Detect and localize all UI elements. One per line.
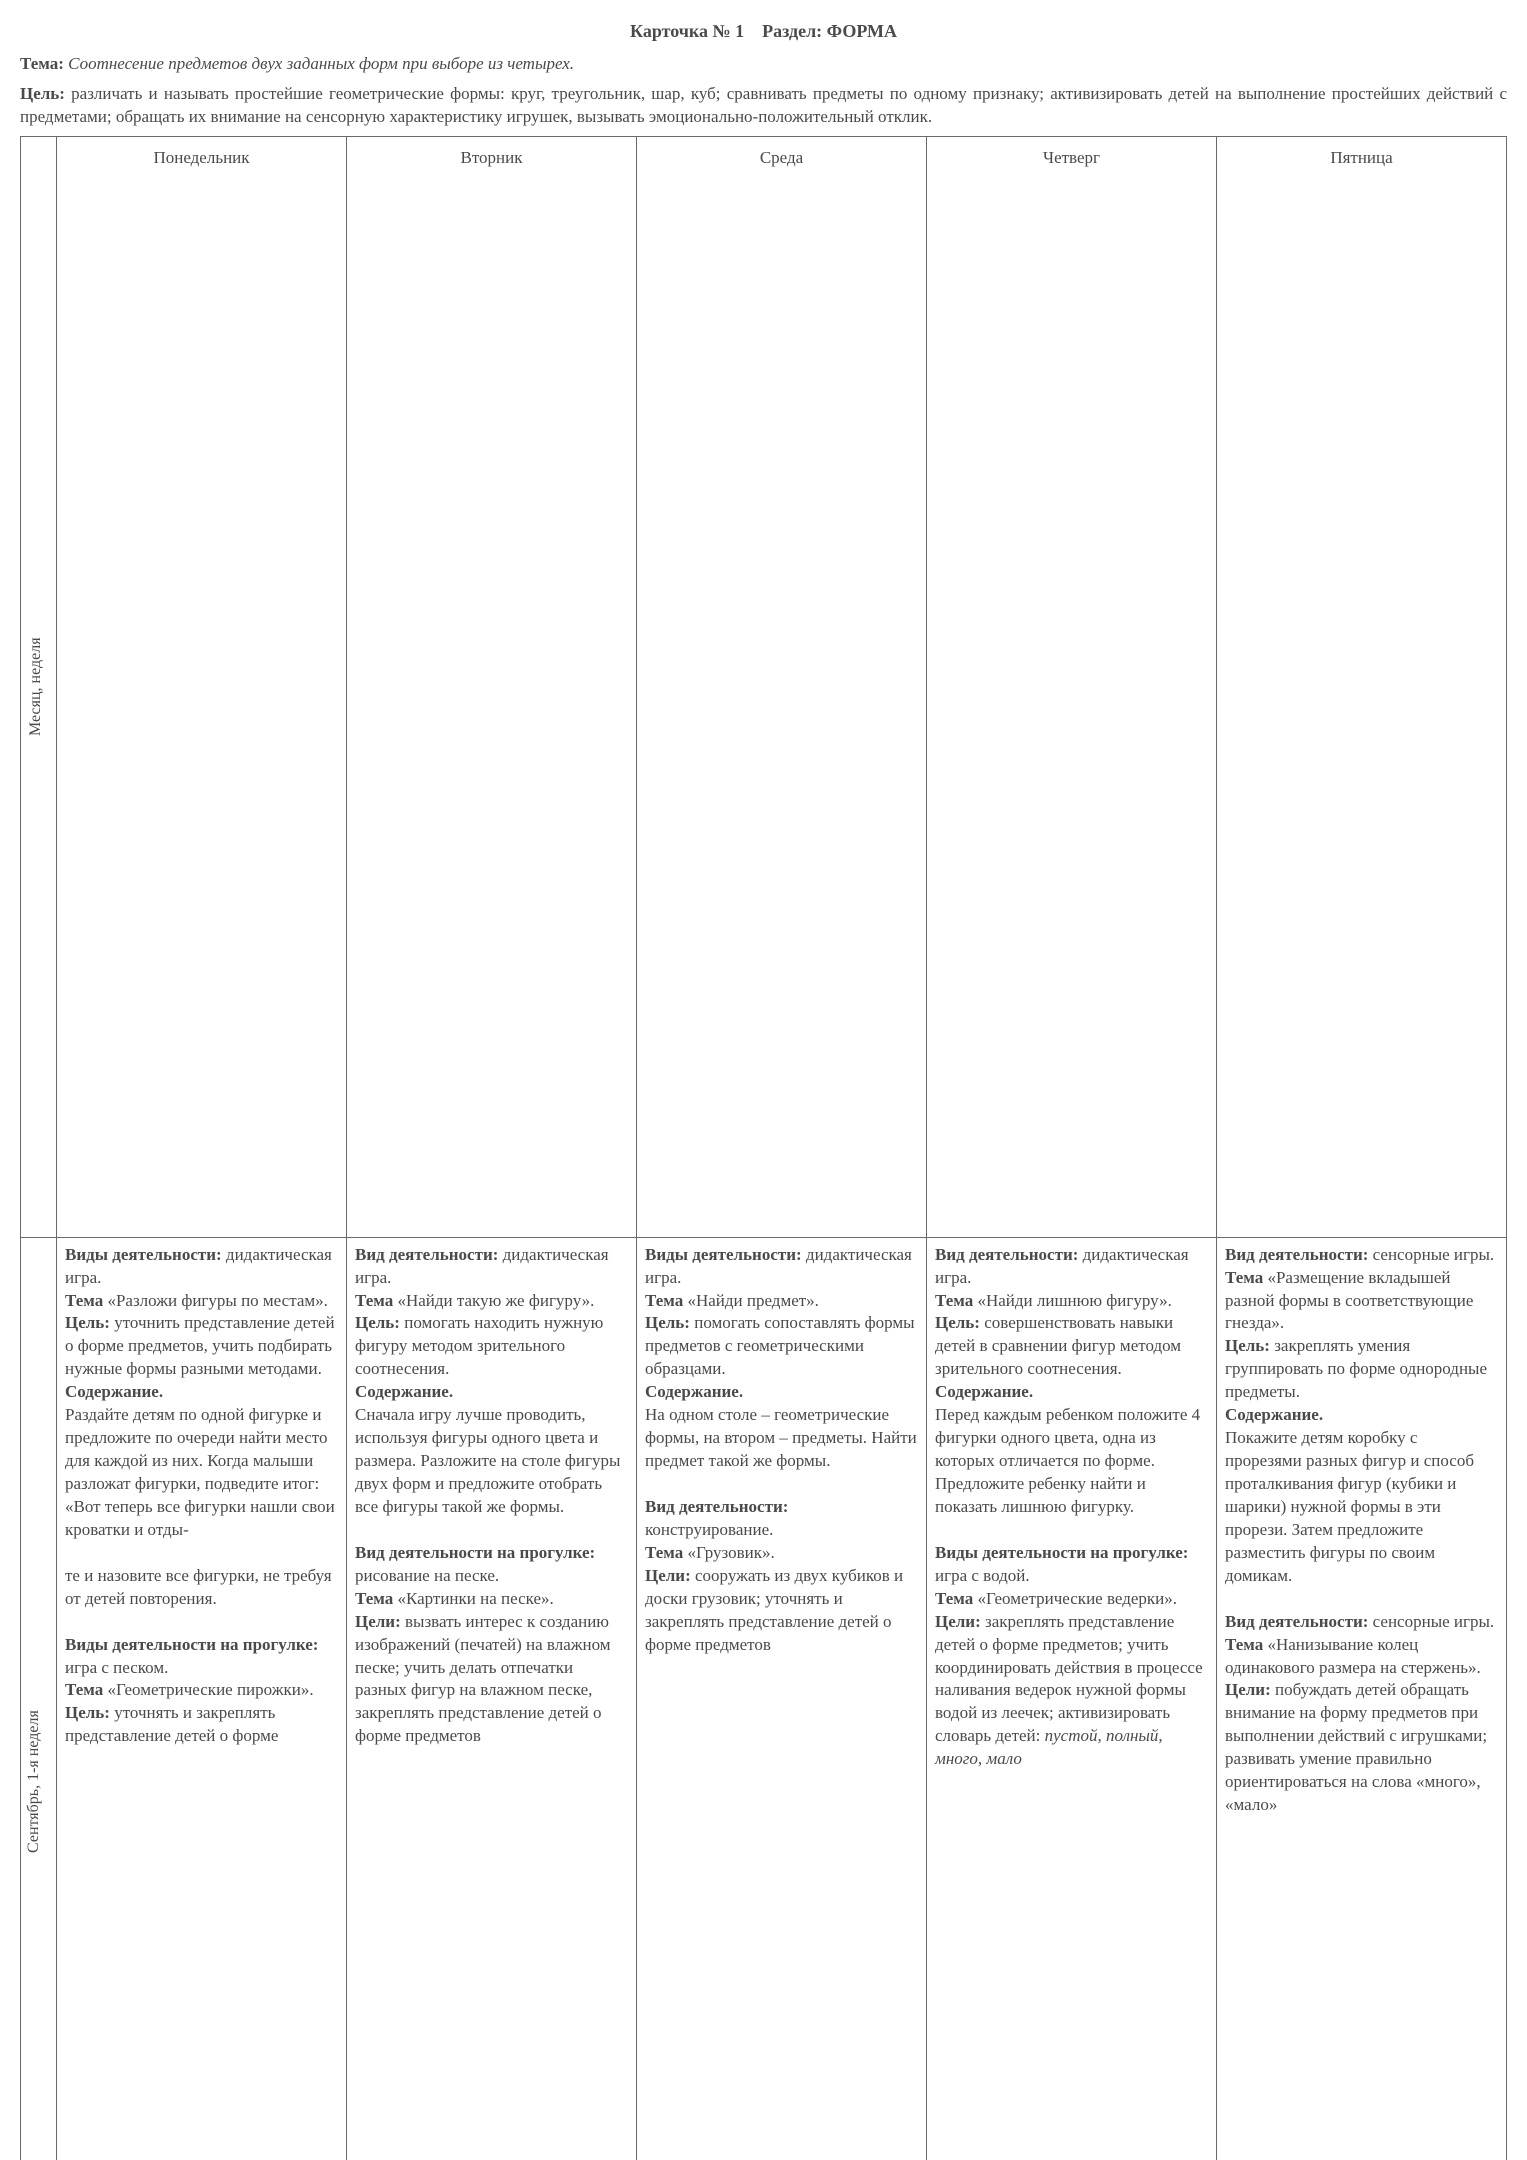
theme-label: Тема: [20, 54, 64, 73]
cell-tue: Вид деятельности: дидактическая игра.Тем… [347, 1237, 637, 2160]
rot-header-label: Месяц, неделя [25, 147, 47, 1227]
schedule-table: Месяц, неделя Понедельник Вторник Среда … [20, 136, 1507, 2160]
goal-text: различать и называть простейшие геометри… [20, 84, 1507, 125]
col-header-fri: Пятница [1217, 136, 1507, 1237]
cell-thu-body: Вид деятельности: дидактическая игра.Тем… [935, 1244, 1208, 1772]
rot-body-label: Сентябрь, 1-я неделя [23, 1242, 45, 2160]
card-number: Карточка № 1 [630, 21, 744, 41]
goal-label: Цель: [20, 84, 65, 103]
cell-mon-body: Виды деятельности: дидактическая игра.Те… [65, 1244, 338, 1749]
section-label: Раздел: [762, 21, 822, 41]
theme-text: Соотнесение предметов двух заданных форм… [68, 54, 574, 73]
col-header-wed: Среда [637, 136, 927, 1237]
goal-line: Цель: различать и называть простейшие ге… [20, 83, 1507, 127]
col-header-period: Месяц, неделя [21, 136, 57, 1237]
cell-fri: Вид деятельности: сенсорные игры.Тема «Р… [1217, 1237, 1507, 2160]
theme-line: Тема: Соотнесение предметов двух заданны… [20, 53, 1507, 75]
period-cell: Сентябрь, 1-я неделя [21, 1237, 57, 2160]
page-title: Карточка № 1 Раздел: ФОРМА [20, 20, 1507, 43]
cell-thu: Вид деятельности: дидактическая игра.Тем… [927, 1237, 1217, 2160]
cell-fri-body: Вид деятельности: сенсорные игры.Тема «Р… [1225, 1244, 1498, 1817]
section-name: ФОРМА [827, 21, 897, 41]
col-header-mon: Понедельник [57, 136, 347, 1237]
cell-mon: Виды деятельности: дидактическая игра.Те… [57, 1237, 347, 2160]
cell-wed: Виды деятельности: дидактическая игра.Те… [637, 1237, 927, 2160]
cell-tue-body: Вид деятельности: дидактическая игра.Тем… [355, 1244, 628, 1749]
cell-wed-body: Виды деятельности: дидактическая игра.Те… [645, 1244, 918, 1657]
col-header-thu: Четверг [927, 136, 1217, 1237]
table-header-row: Месяц, неделя Понедельник Вторник Среда … [21, 136, 1507, 1237]
col-header-tue: Вторник [347, 136, 637, 1237]
table-row: Сентябрь, 1-я неделя Виды деятельности: … [21, 1237, 1507, 2160]
